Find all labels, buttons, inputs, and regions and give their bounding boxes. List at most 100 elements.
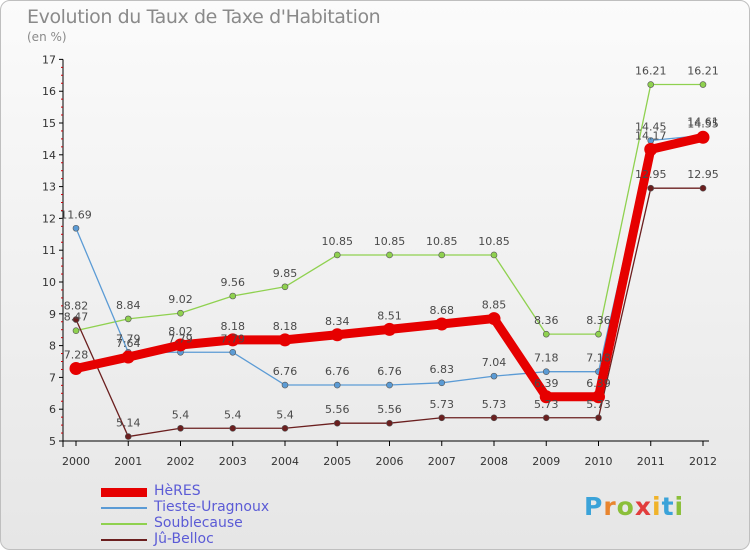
- series-layer: [69, 81, 710, 440]
- y-tick-label: 15: [42, 117, 56, 130]
- x-tick-label: 2011: [637, 455, 665, 468]
- series-point-0: [383, 322, 396, 336]
- series-point-3: [281, 424, 289, 432]
- series-point-2: [177, 309, 184, 317]
- y-tick-label: 12: [42, 212, 56, 225]
- data-label-3: 5.73: [586, 398, 611, 411]
- series-point-3: [72, 316, 80, 323]
- y-tick-label: 17: [42, 53, 56, 66]
- data-label-1: 11.69: [60, 208, 92, 221]
- data-label-2: 8.36: [586, 314, 611, 327]
- series-point-0: [121, 350, 135, 364]
- y-tick-label: 7: [49, 371, 56, 384]
- y-tick-label: 8: [49, 340, 56, 353]
- data-label-3: 5.4: [172, 408, 190, 421]
- unit-label: (en %): [27, 30, 67, 44]
- data-label-0: 8.85: [482, 299, 507, 312]
- x-tick-label: 2004: [271, 455, 299, 468]
- series-point-2: [595, 330, 602, 338]
- y-ticks: 5 6 7 8 9 10 11 12 13 14 15 16 17: [42, 53, 63, 448]
- series-point-3: [542, 414, 550, 422]
- series-point-2: [438, 251, 446, 259]
- series-point-2: [229, 292, 237, 300]
- data-label-2: 8.84: [116, 299, 141, 312]
- data-label-2: 10.85: [478, 235, 510, 248]
- data-label-2: 8.47: [64, 311, 89, 324]
- data-label-3: 5.4: [224, 408, 242, 421]
- data-label-2: 9.02: [168, 293, 193, 306]
- logo-letter: x: [634, 492, 652, 521]
- data-label-2: 10.85: [374, 235, 406, 248]
- data-label-3: 5.14: [116, 417, 141, 430]
- data-label-0: 8.18: [273, 320, 298, 333]
- x-tick-label: 2009: [532, 455, 560, 468]
- series-point-0: [330, 328, 344, 342]
- series-point-1: [438, 379, 446, 387]
- data-label-1: 7.18: [586, 352, 611, 365]
- data-label-3: 5.73: [482, 398, 507, 411]
- series-point-0: [69, 361, 83, 375]
- proxiti-logo: Proxiti: [584, 492, 684, 521]
- logo-letter: o: [616, 492, 635, 521]
- x-tick-label: 2007: [428, 455, 456, 468]
- data-label-3: 8.82: [64, 300, 89, 313]
- legend-swatch: [101, 539, 147, 541]
- series-point-2: [542, 330, 550, 338]
- x-tick-label: 2005: [323, 455, 351, 468]
- data-label-2: 16.21: [635, 65, 667, 78]
- data-label-0: 8.18: [221, 320, 246, 333]
- data-labels: 8.47 8.84 9.02 9.56 9.85 10.85 10.85 10.85 10.85…: [60, 65, 719, 430]
- series-point-1: [72, 224, 80, 232]
- data-label-0: 8.34: [325, 315, 350, 328]
- legend-label: Jû-Belloc: [154, 531, 214, 547]
- series-point-0: [278, 333, 292, 347]
- data-label-1: 6.76: [325, 365, 350, 378]
- series-point-0: [226, 333, 240, 347]
- data-label-1: 6.83: [430, 363, 455, 376]
- series-point-3: [699, 184, 707, 192]
- series-point-2: [124, 315, 132, 323]
- data-label-2: 10.85: [426, 235, 458, 248]
- x-tick-label: 2006: [376, 455, 404, 468]
- series-point-3: [438, 414, 446, 422]
- x-tick-label: 2002: [167, 455, 195, 468]
- y-tick-label: 16: [42, 85, 56, 98]
- series-point-2: [490, 251, 498, 259]
- data-label-1: 6.76: [377, 365, 402, 378]
- logo-letter: r: [603, 492, 617, 521]
- data-label-0: 6.39: [534, 377, 559, 390]
- y-tick-label: 13: [42, 181, 56, 194]
- data-label-2: 8.36: [534, 314, 559, 327]
- x-ticks: 2000 2001 2002 2003 2004 2005 2006 2007 2008 2009…: [62, 441, 717, 468]
- y-tick-label: 10: [42, 276, 56, 289]
- series-point-1: [333, 381, 341, 389]
- x-tick-label: 2010: [585, 455, 613, 468]
- series-point-2: [699, 81, 707, 88]
- data-label-3: 5.56: [377, 403, 402, 416]
- y-tick-label: 5: [49, 435, 56, 448]
- series-point-2: [281, 283, 289, 291]
- series-point-1: [229, 348, 237, 356]
- series-point-2: [386, 251, 393, 259]
- series-point-0: [644, 142, 658, 156]
- logo-letter: i: [652, 492, 662, 521]
- data-label-1: 6.76: [273, 365, 298, 378]
- x-tick-label: 2012: [689, 455, 717, 468]
- data-label-0: 8.68: [430, 304, 455, 317]
- series-point-3: [386, 419, 393, 427]
- series-point-3: [595, 414, 602, 422]
- x-tick-label: 2008: [480, 455, 508, 468]
- logo-letter: i: [674, 492, 685, 521]
- data-label-1: 7.79: [221, 332, 246, 345]
- data-label-2: 16.21: [687, 65, 719, 78]
- data-label-0: 14.17: [635, 129, 667, 142]
- legend-swatch: [101, 523, 147, 525]
- legend-swatch: [101, 507, 147, 509]
- data-label-3: 12.95: [635, 168, 667, 181]
- data-label-2: 9.85: [273, 267, 298, 280]
- series-point-0: [174, 338, 187, 352]
- series-point-3: [333, 419, 341, 427]
- legend-label: HèRES: [154, 483, 201, 499]
- data-label-1: 14.61: [687, 115, 719, 128]
- series-point-0: [487, 312, 501, 326]
